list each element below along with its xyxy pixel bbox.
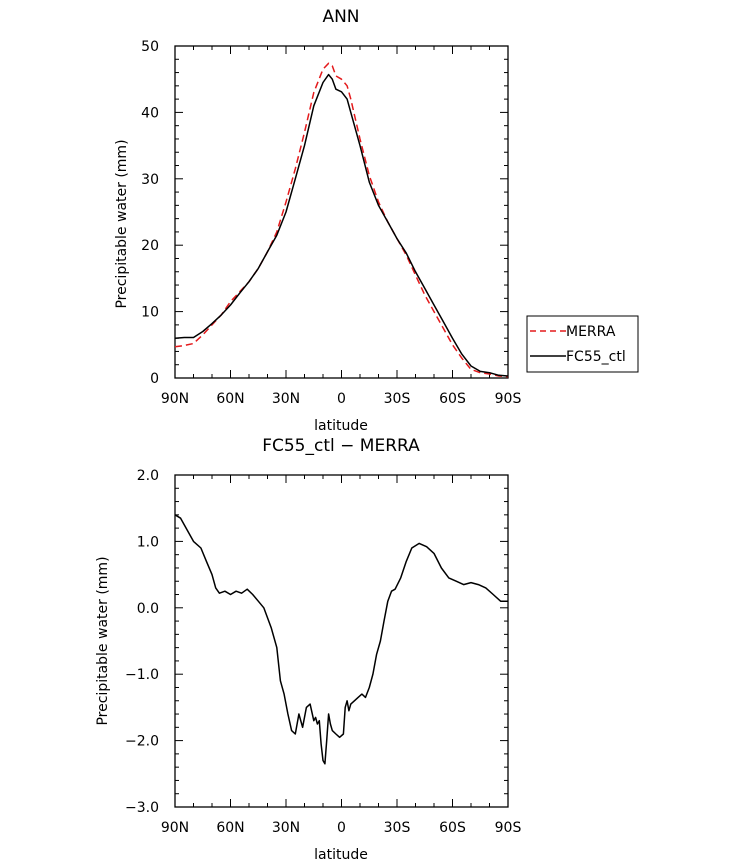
x-tick-label: 30N <box>272 820 300 836</box>
x-tick-label: 90S <box>495 391 522 407</box>
y-tick-label: −1.0 <box>125 667 159 683</box>
legend: MERRA FC55_ctl <box>526 315 639 373</box>
y-tick-label: 50 <box>141 39 159 55</box>
x-tick-label: 60N <box>216 391 244 407</box>
y-tick-label: 30 <box>141 172 159 188</box>
chart-title: ANN <box>322 7 359 27</box>
y-tick-labels: −3.0 −2.0 −1.0 0.0 1.0 2.0 <box>125 468 159 816</box>
legend-label-fc55: FC55_ctl <box>566 349 626 365</box>
x-tick-labels: 90N 60N 30N 0 30S 60S 90S <box>161 391 522 407</box>
y-axis-label: Precipitable water (mm) <box>95 556 111 725</box>
x-axis-label: latitude <box>314 418 368 434</box>
x-tick-label: 90N <box>161 391 189 407</box>
x-tick-label: 90S <box>495 820 522 836</box>
y-tick-label: 0 <box>150 371 159 387</box>
y-tick-label: 1.0 <box>137 534 159 550</box>
y-tick-label: 2.0 <box>137 468 159 484</box>
x-axis-label: latitude <box>314 847 368 863</box>
tick-marks <box>174 45 509 379</box>
x-tick-label: 60N <box>216 820 244 836</box>
series-line-merra <box>174 62 509 378</box>
chart-panel-difference: FC55_ctl − MERRA 90N 60N 30N 0 30S 60S 90S −3.… <box>95 436 521 863</box>
tick-marks <box>174 474 509 808</box>
y-tick-label: 20 <box>141 238 159 254</box>
x-tick-label: 90N <box>161 820 189 836</box>
x-tick-label: 30N <box>272 391 300 407</box>
y-tick-label: −3.0 <box>125 800 159 816</box>
x-tick-label: 60S <box>439 391 466 407</box>
x-tick-labels: 90N 60N 30N 0 30S 60S 90S <box>161 820 522 836</box>
plot-frame <box>174 474 509 808</box>
legend-label-merra: MERRA <box>566 324 616 340</box>
series-lines <box>174 514 508 765</box>
y-tick-label: 40 <box>141 105 159 121</box>
y-tick-labels: 0 10 20 30 40 50 <box>141 39 159 387</box>
y-axis-label: Precipitable water (mm) <box>114 139 130 308</box>
x-tick-label: 0 <box>337 820 346 836</box>
legend-box <box>526 315 639 373</box>
y-tick-label: 10 <box>141 305 159 321</box>
y-tick-label: −2.0 <box>125 734 159 750</box>
series-line-difference <box>174 514 508 765</box>
series-lines <box>174 62 509 378</box>
chart-title: FC55_ctl − MERRA <box>262 436 420 456</box>
chart-panel-annual: ANN 90N 60N 30N 0 30S 60S 90S 0 10 20 30 40 50 lati… <box>114 7 639 434</box>
plot-frame <box>174 45 509 379</box>
series-line-fc55-ctl <box>174 73 509 377</box>
x-tick-label: 60S <box>439 820 466 836</box>
x-tick-label: 0 <box>337 391 346 407</box>
x-tick-label: 30S <box>384 391 411 407</box>
x-tick-label: 30S <box>384 820 411 836</box>
y-tick-label: 0.0 <box>137 601 159 617</box>
